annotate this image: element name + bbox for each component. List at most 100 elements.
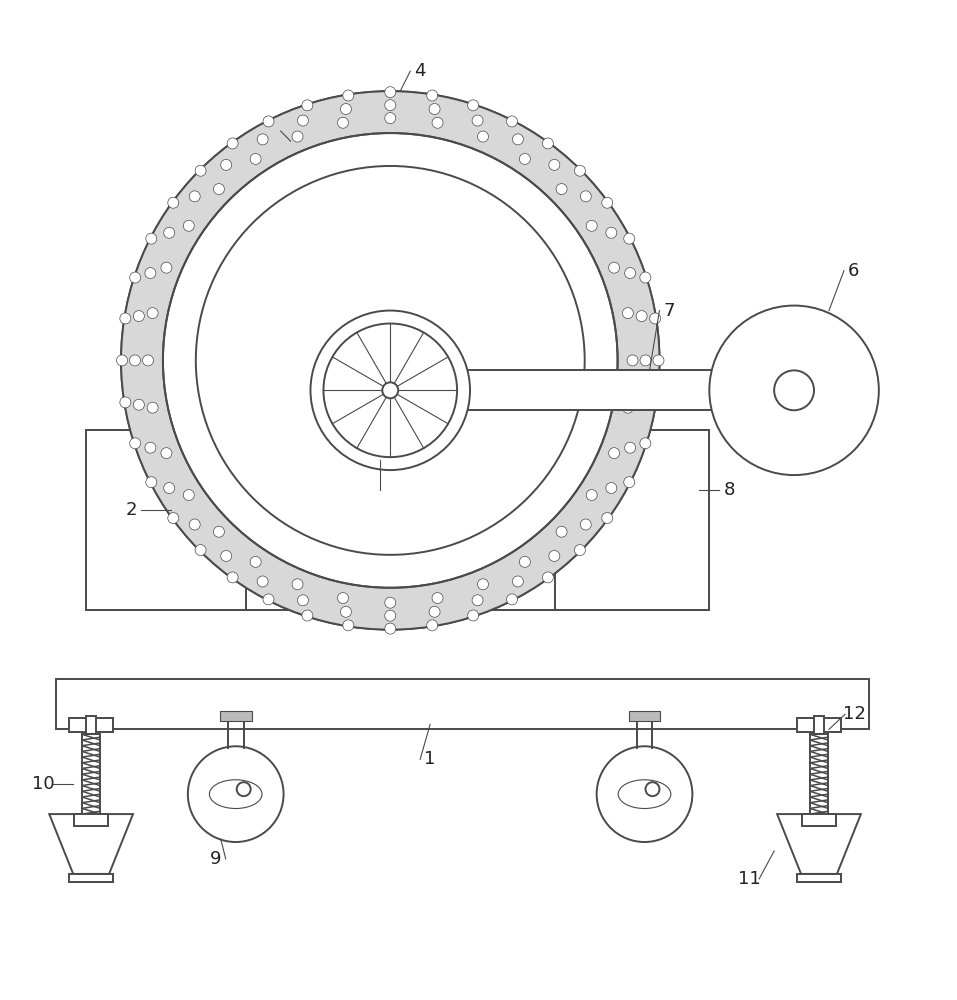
Circle shape bbox=[650, 313, 660, 324]
Bar bbox=[810, 734, 828, 814]
Circle shape bbox=[625, 442, 635, 453]
Circle shape bbox=[385, 597, 396, 608]
Circle shape bbox=[323, 324, 457, 457]
Circle shape bbox=[606, 483, 617, 494]
Bar bbox=[797, 874, 841, 882]
Circle shape bbox=[382, 382, 398, 398]
Circle shape bbox=[606, 227, 617, 238]
Bar bbox=[56, 679, 869, 729]
Circle shape bbox=[121, 91, 659, 630]
Circle shape bbox=[213, 526, 224, 537]
Circle shape bbox=[338, 593, 348, 604]
Circle shape bbox=[147, 402, 158, 413]
Circle shape bbox=[625, 268, 635, 279]
Circle shape bbox=[520, 556, 530, 567]
Text: 3: 3 bbox=[265, 122, 277, 140]
Circle shape bbox=[478, 579, 488, 590]
Bar bbox=[86, 716, 96, 734]
Circle shape bbox=[432, 117, 443, 128]
Circle shape bbox=[640, 355, 651, 366]
Circle shape bbox=[167, 197, 179, 208]
Circle shape bbox=[520, 153, 530, 164]
Circle shape bbox=[512, 134, 523, 145]
Circle shape bbox=[250, 153, 261, 164]
Circle shape bbox=[624, 477, 634, 488]
Circle shape bbox=[556, 184, 568, 195]
Text: 8: 8 bbox=[723, 481, 735, 499]
Bar bbox=[797, 718, 841, 732]
Circle shape bbox=[774, 370, 814, 410]
Circle shape bbox=[301, 100, 313, 111]
Text: 7: 7 bbox=[664, 302, 676, 320]
Ellipse shape bbox=[210, 780, 262, 809]
Circle shape bbox=[145, 233, 157, 244]
Circle shape bbox=[627, 355, 638, 366]
Circle shape bbox=[129, 355, 141, 366]
Bar bbox=[82, 734, 100, 814]
Ellipse shape bbox=[618, 780, 671, 809]
Circle shape bbox=[640, 438, 651, 449]
Circle shape bbox=[624, 233, 634, 244]
Circle shape bbox=[596, 746, 692, 842]
Circle shape bbox=[341, 104, 351, 115]
Circle shape bbox=[227, 572, 238, 583]
Circle shape bbox=[189, 519, 200, 530]
Circle shape bbox=[263, 594, 274, 605]
Text: 2: 2 bbox=[125, 501, 137, 519]
Circle shape bbox=[609, 448, 619, 459]
Circle shape bbox=[385, 87, 396, 98]
Circle shape bbox=[213, 184, 224, 195]
Circle shape bbox=[221, 550, 232, 561]
Circle shape bbox=[257, 134, 268, 145]
Circle shape bbox=[609, 262, 619, 273]
Circle shape bbox=[121, 91, 659, 630]
Circle shape bbox=[468, 100, 478, 111]
Circle shape bbox=[506, 594, 518, 605]
Circle shape bbox=[622, 402, 634, 413]
Circle shape bbox=[427, 620, 437, 631]
Circle shape bbox=[622, 308, 634, 319]
Circle shape bbox=[385, 113, 396, 124]
Circle shape bbox=[587, 490, 597, 501]
Text: 10: 10 bbox=[32, 775, 55, 793]
Text: 6: 6 bbox=[848, 262, 859, 280]
Circle shape bbox=[602, 197, 612, 208]
Circle shape bbox=[341, 606, 351, 617]
Circle shape bbox=[343, 620, 354, 631]
Bar bbox=[802, 814, 836, 826]
Circle shape bbox=[145, 477, 157, 488]
Circle shape bbox=[556, 526, 568, 537]
Circle shape bbox=[143, 355, 153, 366]
Circle shape bbox=[227, 138, 238, 149]
Circle shape bbox=[298, 115, 308, 126]
Text: 4: 4 bbox=[414, 62, 426, 80]
Circle shape bbox=[298, 595, 308, 606]
Circle shape bbox=[472, 115, 483, 126]
Circle shape bbox=[163, 133, 617, 588]
Bar bbox=[86, 430, 251, 610]
Circle shape bbox=[236, 782, 251, 796]
Circle shape bbox=[385, 610, 396, 621]
Text: 1: 1 bbox=[425, 750, 435, 768]
Bar bbox=[69, 874, 113, 882]
Circle shape bbox=[167, 513, 179, 524]
Circle shape bbox=[133, 399, 145, 410]
Text: 5: 5 bbox=[365, 481, 376, 499]
Circle shape bbox=[543, 138, 553, 149]
Circle shape bbox=[133, 311, 145, 322]
Circle shape bbox=[292, 131, 303, 142]
Circle shape bbox=[574, 165, 586, 176]
Polygon shape bbox=[49, 814, 133, 874]
Circle shape bbox=[338, 117, 348, 128]
Circle shape bbox=[512, 576, 523, 587]
Circle shape bbox=[429, 104, 440, 115]
Circle shape bbox=[549, 159, 560, 170]
Circle shape bbox=[164, 483, 175, 494]
Circle shape bbox=[117, 355, 127, 366]
Circle shape bbox=[164, 227, 175, 238]
Text: 11: 11 bbox=[738, 870, 761, 888]
Circle shape bbox=[580, 191, 591, 202]
Circle shape bbox=[478, 131, 488, 142]
Circle shape bbox=[472, 595, 483, 606]
Circle shape bbox=[292, 579, 303, 590]
